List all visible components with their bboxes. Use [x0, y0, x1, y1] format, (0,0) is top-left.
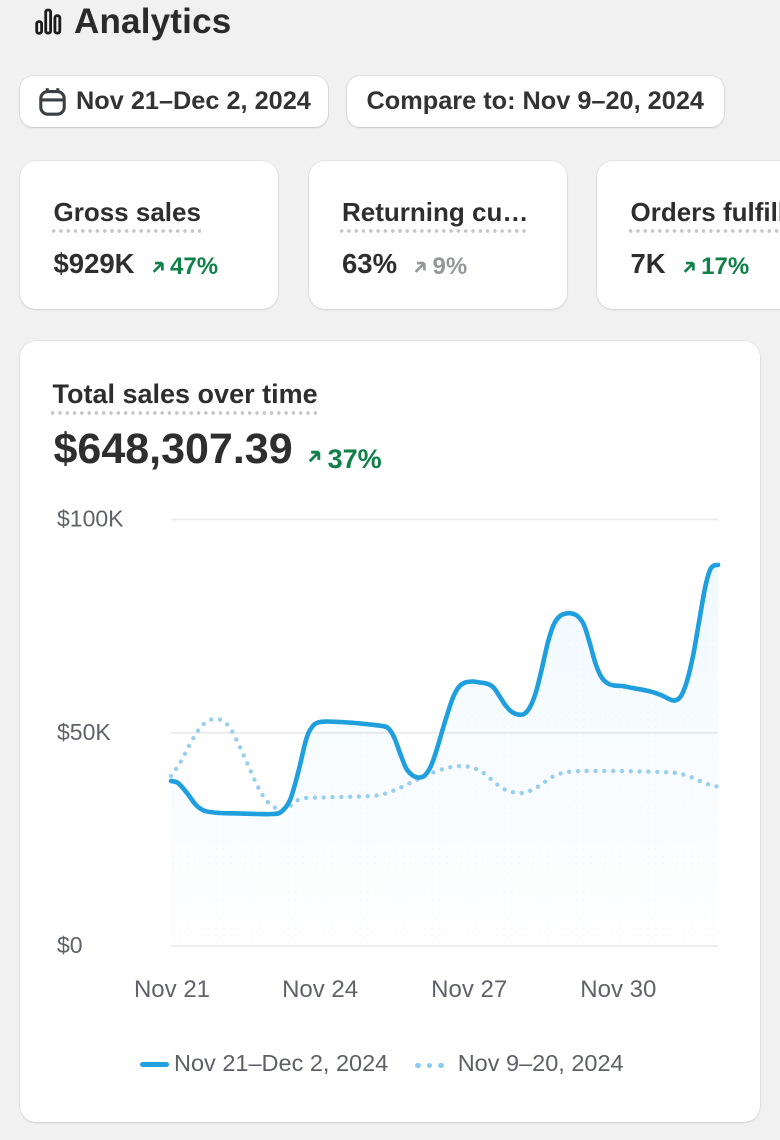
- svg-text:Nov 30: Nov 30: [580, 976, 656, 1003]
- svg-text:Nov 27: Nov 27: [431, 976, 507, 1003]
- svg-text:$100K: $100K: [57, 506, 124, 532]
- svg-text:$50K: $50K: [57, 719, 111, 745]
- svg-text:Nov 21: Nov 21: [134, 976, 210, 1003]
- svg-text:$0: $0: [57, 932, 83, 958]
- svg-text:Nov 24: Nov 24: [282, 976, 358, 1003]
